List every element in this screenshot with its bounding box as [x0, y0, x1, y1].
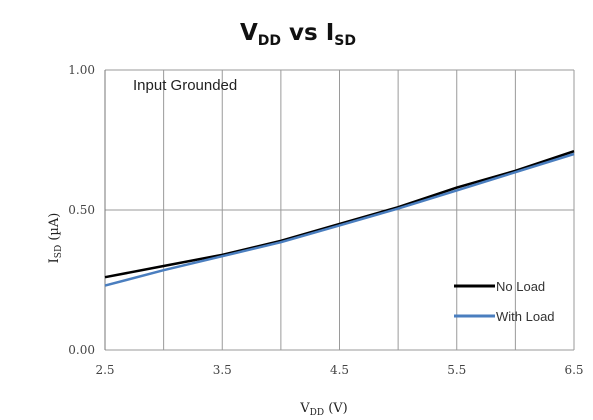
- title-mid: vs I: [281, 20, 334, 46]
- legend-label-with-load: With Load: [496, 309, 555, 324]
- grid: [104, 69, 575, 351]
- y-tick-label: 0.00: [68, 343, 95, 357]
- x-tick-label: 3.5: [213, 363, 232, 377]
- y-label-main: I: [47, 258, 62, 263]
- x-axis-label: VDD (V): [299, 401, 348, 418]
- annotation: Input Grounded: [133, 77, 237, 94]
- legend: No Load With Load: [454, 279, 555, 324]
- x-tick-label: 6.5: [564, 363, 583, 377]
- series-lines: [104, 150, 575, 287]
- chart-title: VDD vs ISD: [240, 20, 356, 49]
- x-label-sub: DD: [310, 408, 324, 418]
- x-tick-label: 4.5: [330, 363, 349, 377]
- title-v: V: [240, 20, 258, 46]
- x-label-unit: (V): [324, 401, 348, 416]
- y-tick-label: 1.00: [68, 63, 95, 77]
- y-tick-label: 0.50: [68, 203, 95, 217]
- title-v-sub: DD: [258, 33, 281, 49]
- y-axis-label: ISD (µA): [47, 213, 64, 264]
- series-line-no-load: [104, 150, 575, 279]
- y-label-sub: SD: [54, 245, 64, 258]
- x-label-main: V: [299, 401, 310, 416]
- legend-label-no-load: No Load: [496, 279, 545, 294]
- y-tick-labels: 0.00 0.50 1.00: [68, 63, 95, 357]
- x-tick-label: 2.5: [95, 363, 114, 377]
- title-i-sub: SD: [334, 33, 356, 49]
- series-line-with-load: [104, 152, 575, 287]
- y-label-unit: (µA): [47, 213, 62, 245]
- x-tick-label: 5.5: [447, 363, 466, 377]
- x-tick-labels: 2.5 3.5 4.5 5.5 6.5: [95, 363, 583, 377]
